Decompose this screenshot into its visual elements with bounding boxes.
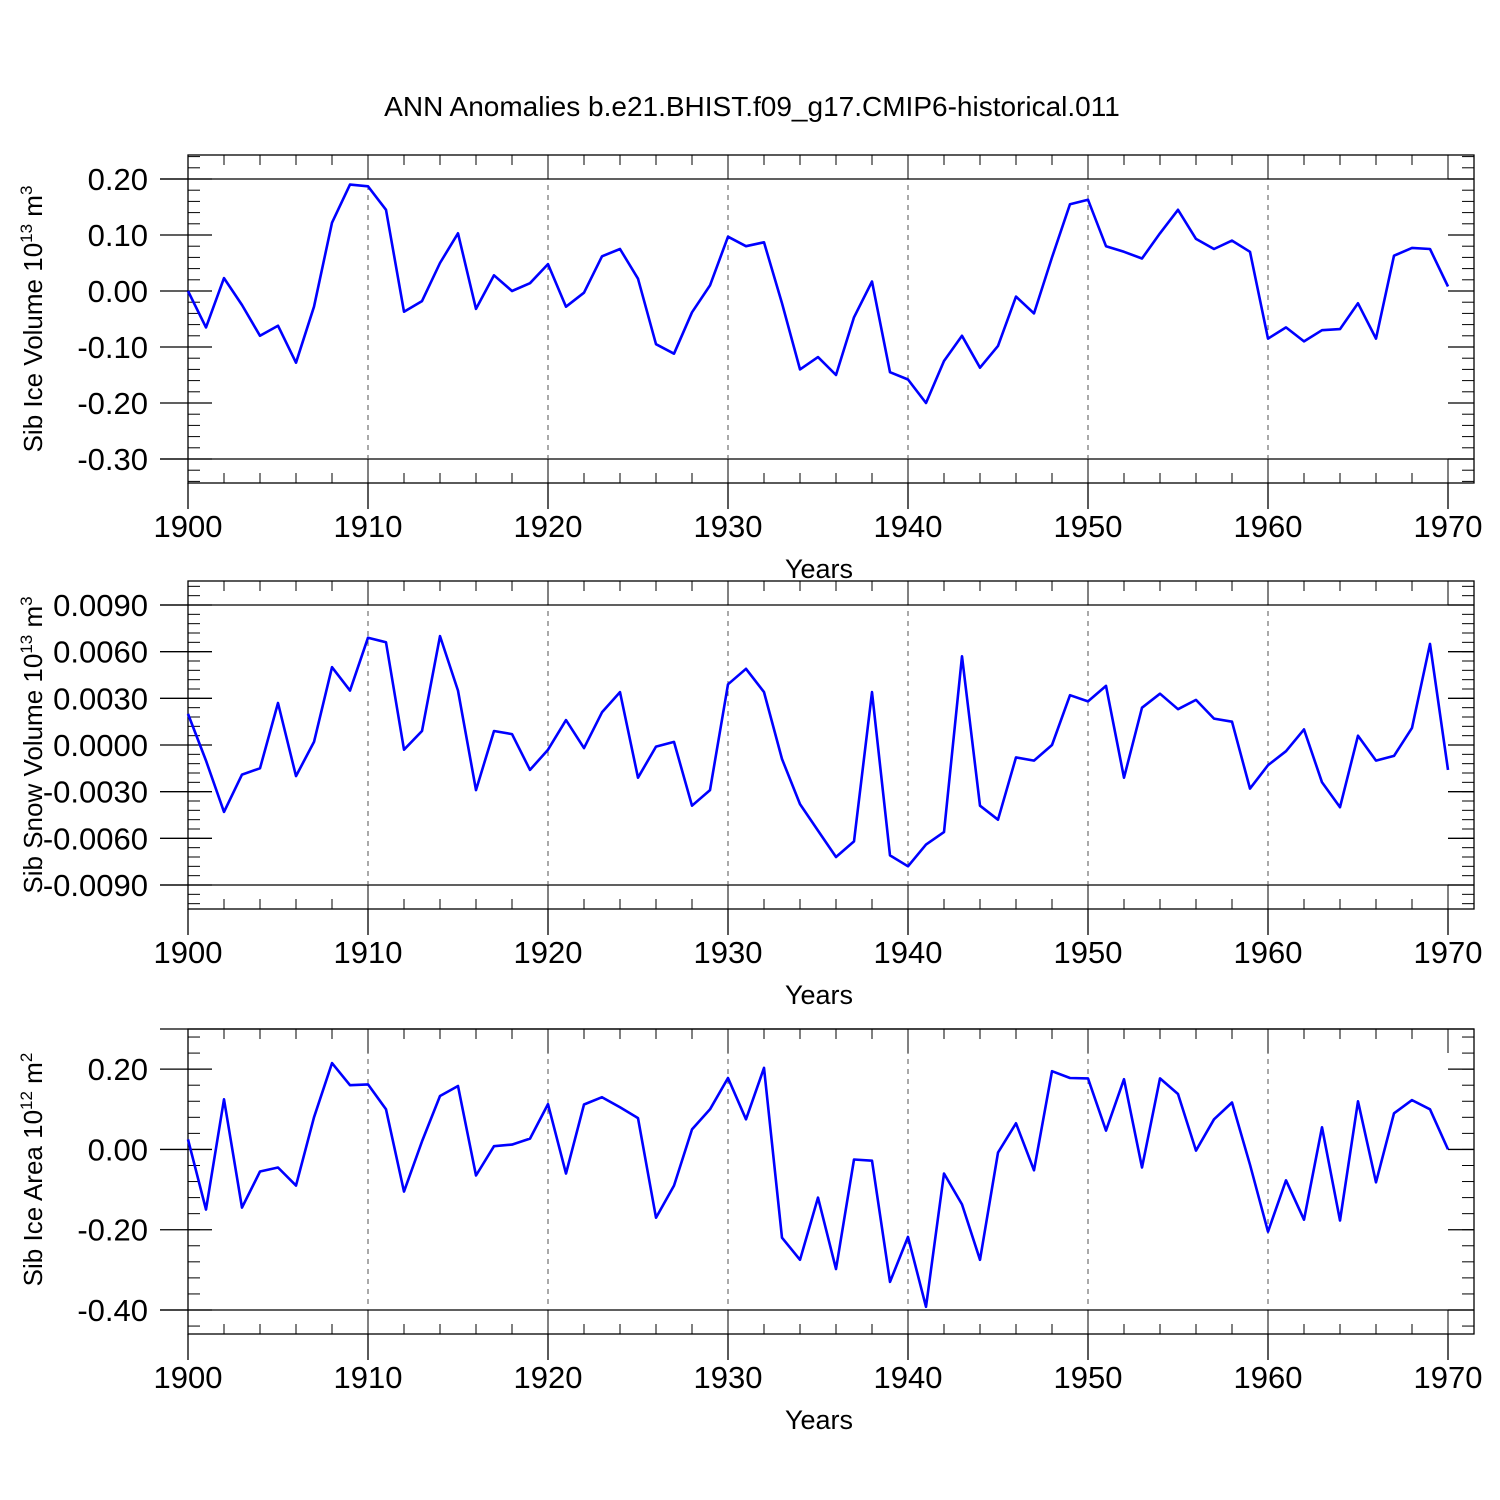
y-tick-label: -0.20 [77, 1213, 148, 1248]
series-line [186, 634, 1450, 868]
y-tick-label: 0.0060 [53, 635, 148, 670]
x-tick-label: 1960 [1234, 1360, 1303, 1395]
y-tick-label: 0.0000 [53, 728, 148, 763]
x-tick-label: 1910 [334, 1360, 403, 1395]
chart-panel-1: 1900 1910 1920 1930 1940 1950 1960 1970 Years 0.2… [17, 154, 1483, 584]
y-tick-label: 0.20 [88, 162, 148, 197]
y-tick-label: 0.20 [88, 1052, 148, 1087]
x-tick-label: 1960 [1234, 509, 1303, 544]
x-tick-label: 1970 [1414, 1360, 1483, 1395]
chart-panel-3: 1900 1910 1920 1930 1940 1950 1960 1970 Years 0.2… [17, 1028, 1483, 1435]
x-tick-label: 1920 [514, 935, 583, 970]
x-tick-label: 1950 [1054, 509, 1123, 544]
x-tick-label: 1910 [334, 509, 403, 544]
y-axis-label-sup: 13 [17, 635, 36, 654]
x-tick-label: 1940 [874, 935, 943, 970]
y-tick-label: -0.10 [77, 330, 148, 365]
x-tick-label: 1960 [1234, 935, 1303, 970]
x-tick-label: 1940 [874, 1360, 943, 1395]
series-line [186, 183, 1450, 405]
y-tick-label: -0.40 [77, 1293, 148, 1328]
x-tick-label: 1940 [874, 509, 943, 544]
x-tick-label: 1900 [154, 1360, 223, 1395]
y-axis-label-unit-sup: 2 [17, 1053, 36, 1062]
chart-panel-2: 1900 1910 1920 1930 1940 1950 1960 1970 Years 0.0… [17, 580, 1483, 1010]
y-tick-label: 0.0030 [53, 681, 148, 716]
y-tick-label: -0.20 [77, 386, 148, 421]
x-tick-label: 1930 [694, 935, 763, 970]
x-tick-label: 1930 [694, 509, 763, 544]
y-tick-label: -0.0030 [43, 775, 148, 810]
y-axis-label-base: Sib Ice Volume 10 [18, 243, 48, 453]
x-tick-label: 1900 [154, 935, 223, 970]
x-tick-label: 1930 [694, 1360, 763, 1395]
x-tick-label: 1910 [334, 935, 403, 970]
y-tick-label: -0.0060 [43, 821, 148, 856]
y-axis-label: Sib Ice Volume 1013 m3 [17, 186, 48, 453]
y-axis-label-unit-sup: 3 [17, 186, 36, 195]
x-tick-label: 1920 [514, 509, 583, 544]
y-axis-label-unit: m [18, 606, 48, 635]
y-tick-label: -0.30 [77, 442, 148, 477]
y-axis-label-base: Sib Ice Area 10 [18, 1110, 48, 1286]
x-tick-label: 1920 [514, 1360, 583, 1395]
y-axis-label-base: Sib Snow Volume 10 [18, 654, 48, 894]
y-tick-label: 0.00 [88, 274, 148, 309]
y-axis-label-unit: m [18, 195, 48, 224]
y-tick-label: 0.0090 [53, 588, 148, 623]
y-axis-label-sup: 12 [17, 1091, 36, 1110]
plot-frame [187, 154, 1475, 484]
x-axis-label: Years [785, 1405, 853, 1435]
series-line [186, 1061, 1450, 1309]
x-tick-label: 1950 [1054, 1360, 1123, 1395]
y-axis-label-unit-sup: 3 [17, 596, 36, 605]
y-tick-label: -0.0090 [43, 868, 148, 903]
y-axis-label-unit: m [18, 1062, 48, 1091]
figure-title: ANN Anomalies b.e21.BHIST.f09_g17.CMIP6-… [384, 91, 1120, 122]
plot-frame [187, 580, 1475, 910]
y-tick-label: 0.10 [88, 218, 148, 253]
x-axis-label: Years [785, 554, 853, 584]
y-axis-label: Sib Ice Area 1012 m2 [17, 1053, 48, 1287]
y-tick-label: 0.00 [88, 1132, 148, 1167]
plot-frame [187, 1028, 1475, 1335]
x-tick-label: 1950 [1054, 935, 1123, 970]
panels-container: 1900 1910 1920 1930 1940 1950 1960 1970 Years 0.2… [17, 154, 1483, 1435]
x-axis-label: Years [785, 980, 853, 1010]
y-axis-label: Sib Snow Volume 1013 m3 [17, 596, 48, 893]
x-tick-label: 1900 [154, 509, 223, 544]
y-axis-label-sup: 13 [17, 224, 36, 243]
x-tick-label: 1970 [1414, 935, 1483, 970]
x-tick-label: 1970 [1414, 509, 1483, 544]
